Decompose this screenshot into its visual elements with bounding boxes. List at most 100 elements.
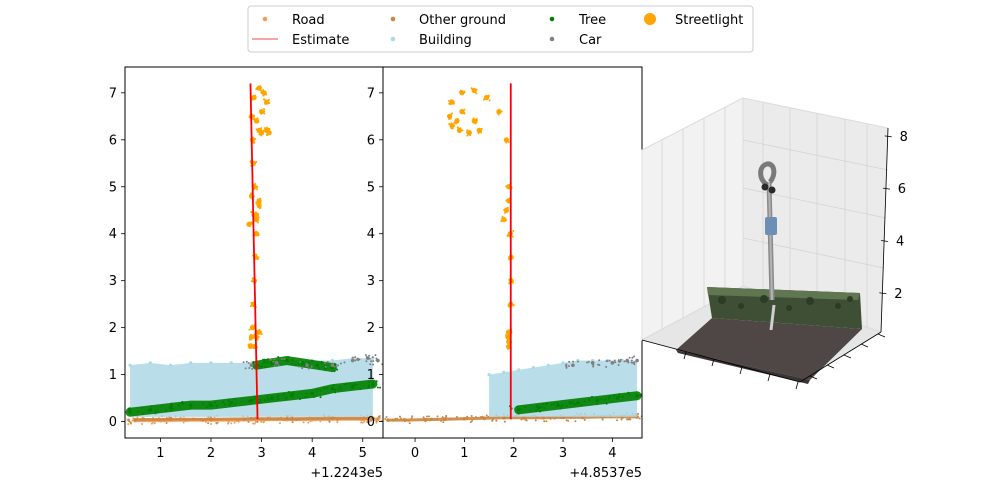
series-tree (508, 391, 646, 415)
legend-entry-tree: Tree (549, 13, 606, 28)
streetlight-point (263, 129, 266, 132)
building-point (531, 365, 536, 370)
streetlight-point (257, 129, 260, 132)
other-ground-point (422, 416, 425, 419)
streetlight-point (506, 347, 509, 350)
car-point (250, 363, 253, 366)
car-point (627, 361, 630, 364)
panel-2-data (383, 83, 646, 425)
z-tick (881, 240, 889, 242)
streetlight-point (253, 162, 256, 165)
streetlight-point (507, 344, 510, 347)
car-point (308, 367, 311, 370)
z-tick-label: 8 (900, 130, 908, 145)
legend-marker-car (549, 36, 555, 42)
y-tick-label: 6 (367, 133, 375, 148)
road-point (182, 421, 185, 424)
other-ground-point (485, 414, 488, 417)
streetlight-point (255, 279, 258, 282)
panel-3d: 2 4 6 8 (640, 97, 908, 390)
road-point (363, 420, 366, 423)
streetlight-point (248, 328, 251, 331)
y-axis-ticks-3d (809, 333, 886, 380)
tree-point (644, 393, 646, 395)
streetlight-point (507, 258, 510, 261)
road-point (252, 422, 255, 425)
streetlight-point (472, 89, 475, 92)
streetlight-point (252, 136, 255, 139)
car-point (567, 365, 570, 368)
other-ground-point (620, 418, 623, 421)
streetlight-point (506, 138, 509, 141)
series-other-ground (127, 413, 380, 425)
x-tick-label: 1 (460, 446, 468, 461)
streetlight-point (449, 117, 452, 120)
panel-1-data (125, 83, 383, 426)
streetlight-point (459, 128, 462, 131)
streetlight-point (257, 335, 260, 338)
car-point (628, 356, 631, 359)
streetlight-point (447, 115, 450, 118)
series-streetlight (246, 85, 272, 350)
legend: Road Estimate Other ground Building Tree… (247, 5, 754, 53)
streetlight-point (252, 305, 255, 308)
streetlight-point (503, 208, 506, 211)
building-point (561, 361, 565, 365)
car-point (571, 363, 575, 368)
car-point (273, 364, 276, 367)
car-point (375, 357, 378, 360)
road-point (127, 423, 130, 426)
road-point (230, 422, 233, 425)
streetlight-point (457, 127, 460, 130)
streetlight-point (488, 99, 491, 102)
other-ground-point (469, 421, 472, 424)
building-point (546, 363, 550, 367)
car-point (592, 365, 595, 368)
streetlight-point (469, 134, 472, 137)
other-ground-point (385, 416, 388, 419)
car-point (283, 358, 286, 361)
streetlight-point (248, 116, 251, 119)
road-point (150, 422, 153, 425)
series-tree (125, 379, 382, 417)
other-ground-point (445, 414, 448, 417)
streetlight-point (263, 93, 266, 96)
other-ground-point (215, 422, 218, 425)
streetlight-point (254, 219, 257, 222)
legend-label-car: Car (579, 33, 602, 48)
legend-label-tree: Tree (578, 13, 606, 28)
car-point (331, 362, 334, 365)
y-tick-label: 5 (109, 180, 117, 195)
streetlight-point (260, 333, 263, 336)
streetlight-point (263, 107, 266, 110)
other-ground-point (425, 415, 428, 418)
legend-marker-road (262, 16, 268, 22)
streetlight-point (456, 117, 459, 120)
streetlight-point (507, 140, 510, 143)
streetlight-point (448, 117, 451, 120)
streetlight-point (461, 129, 464, 132)
streetlight-point (257, 87, 260, 90)
other-ground-point (398, 415, 401, 418)
streetlight-point (258, 133, 261, 136)
streetlight-point (262, 89, 265, 92)
other-ground-point (436, 415, 439, 418)
car-point (610, 361, 615, 365)
streetlight-point (249, 305, 252, 308)
z-tick-label: 2 (894, 287, 902, 302)
car-point (618, 360, 621, 363)
y-tick-label: 5 (367, 180, 375, 195)
streetlight-point (505, 141, 508, 144)
legend-marker-tree (549, 16, 555, 22)
other-ground-point (470, 415, 473, 418)
streetlight-point (256, 188, 259, 191)
other-ground-point (410, 416, 413, 419)
other-ground-point (567, 419, 570, 422)
car-point (625, 358, 629, 363)
streetlight-point (477, 128, 480, 131)
tree-band (514, 391, 642, 415)
legend-marker-building (390, 36, 396, 42)
streetlight-point (507, 339, 510, 342)
car-point (273, 358, 276, 361)
y-tick-label: 7 (367, 86, 375, 101)
